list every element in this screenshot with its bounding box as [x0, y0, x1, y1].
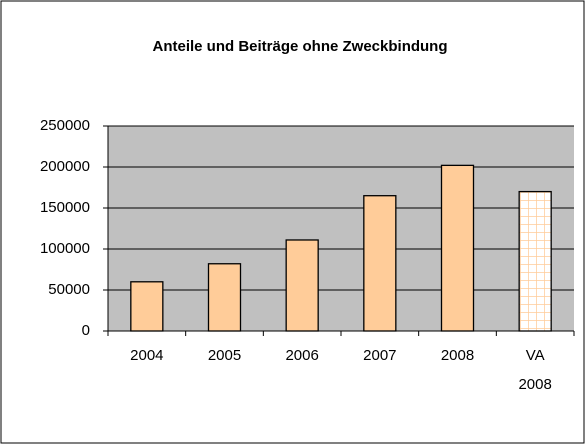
y-tick-label: 250000: [40, 117, 90, 134]
y-tick-label: 150000: [40, 199, 90, 216]
bar: [285, 239, 319, 332]
bar: [130, 281, 164, 332]
x-tick-label: 2004: [130, 347, 164, 364]
x-tick-label: 2007: [363, 347, 397, 364]
chart-title: Anteile und Beiträge ohne Zweckbindung: [152, 38, 447, 55]
bar: [440, 164, 475, 332]
y-tick-label: 200000: [40, 158, 90, 175]
bar: [207, 263, 242, 332]
y-tick-label: 0: [82, 322, 90, 339]
x-tick-label: VA 2008: [518, 347, 552, 393]
bar: [363, 195, 397, 332]
bar: [518, 190, 552, 332]
y-tick-label: 100000: [40, 240, 90, 257]
y-tick-label: 50000: [48, 281, 90, 298]
x-tick-label: 2005: [207, 347, 242, 364]
x-tick-label: 2006: [285, 347, 319, 364]
x-tick-label: 2008: [440, 347, 475, 364]
plot-area: [108, 126, 574, 331]
